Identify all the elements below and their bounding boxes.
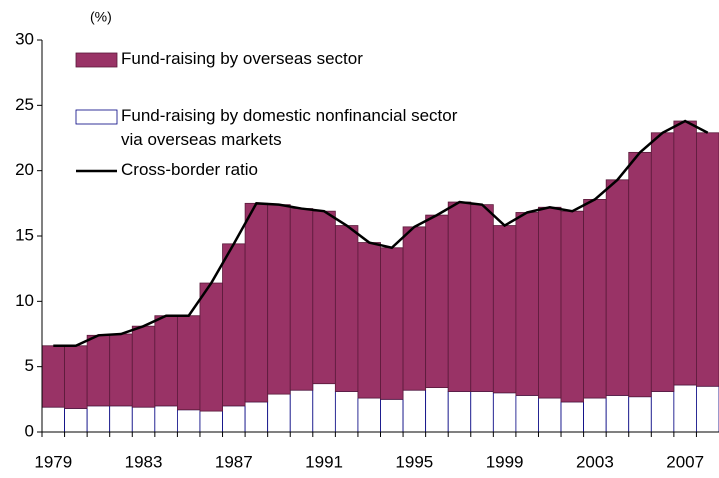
bar	[334, 391, 359, 433]
bar	[515, 212, 539, 396]
bar	[154, 405, 178, 433]
bar	[109, 333, 133, 407]
bar	[131, 406, 156, 433]
bar	[289, 208, 314, 391]
bar	[176, 409, 201, 433]
legend-label: Fund-raising by overseas sector	[121, 49, 363, 68]
bar	[673, 384, 697, 433]
bar	[650, 132, 675, 392]
bar	[199, 410, 223, 433]
bar	[244, 202, 269, 403]
bar	[696, 385, 719, 433]
x-tick-label: 1979	[34, 452, 72, 471]
bar	[176, 315, 201, 411]
bar	[64, 345, 88, 409]
unit-label: (%)	[90, 9, 112, 25]
bar	[583, 397, 607, 433]
bar	[334, 225, 359, 392]
bar	[425, 214, 449, 388]
y-tick-label: 5	[25, 356, 34, 375]
bar	[470, 391, 494, 433]
bar	[244, 401, 269, 433]
bar	[605, 179, 630, 396]
y-tick-label: 25	[15, 95, 34, 114]
bar	[109, 405, 133, 433]
bar	[267, 204, 291, 395]
y-tick-label: 15	[15, 225, 34, 244]
bar	[357, 242, 381, 399]
bar	[538, 397, 562, 433]
bar	[289, 389, 314, 433]
bar	[312, 383, 336, 433]
y-tick-label: 0	[25, 421, 34, 440]
bar	[650, 391, 675, 433]
bar	[267, 393, 291, 433]
bar	[447, 391, 472, 433]
bar	[470, 204, 494, 392]
x-tick-label: 1999	[486, 452, 524, 471]
bar	[492, 225, 517, 394]
line	[53, 119, 709, 348]
bar	[515, 395, 539, 433]
bar	[380, 398, 404, 433]
x-tick-label: 2007	[666, 452, 704, 471]
bar	[222, 405, 246, 433]
x-tick-label: 2003	[576, 452, 614, 471]
bar	[560, 210, 584, 403]
bar	[41, 345, 65, 408]
bar	[696, 132, 719, 387]
y-tick-label: 10	[15, 291, 34, 310]
bar	[357, 397, 381, 433]
x-tick-label: 1995	[395, 452, 433, 471]
x-tick-label: 1991	[305, 452, 343, 471]
bar	[86, 334, 111, 407]
bar	[86, 405, 111, 433]
y-tick-label: 20	[15, 160, 34, 179]
bar	[673, 120, 697, 386]
x-tick-label: 1987	[215, 452, 253, 471]
bar	[64, 408, 88, 433]
bar	[605, 395, 630, 433]
legend-label: Fund-raising by domestic nonfinancial se…	[121, 106, 458, 149]
bar	[402, 389, 427, 433]
bar	[222, 243, 246, 407]
y-tick-label: 30	[15, 29, 34, 48]
x-tick-label: 1983	[125, 452, 163, 471]
legend-label: Cross-border ratio	[121, 160, 258, 179]
bar	[583, 199, 607, 399]
bar	[492, 392, 517, 433]
bar	[447, 201, 472, 392]
bar	[312, 210, 336, 385]
bar	[425, 387, 449, 433]
bar	[154, 315, 178, 407]
bar	[380, 247, 404, 400]
bar	[41, 406, 65, 433]
bar	[131, 325, 156, 408]
bar	[628, 396, 652, 433]
bar	[538, 206, 562, 399]
bar	[560, 401, 584, 433]
legend-swatch	[75, 109, 118, 125]
legend-swatch	[75, 52, 118, 68]
bar	[199, 282, 223, 412]
bar	[628, 151, 652, 398]
bar	[402, 226, 427, 391]
